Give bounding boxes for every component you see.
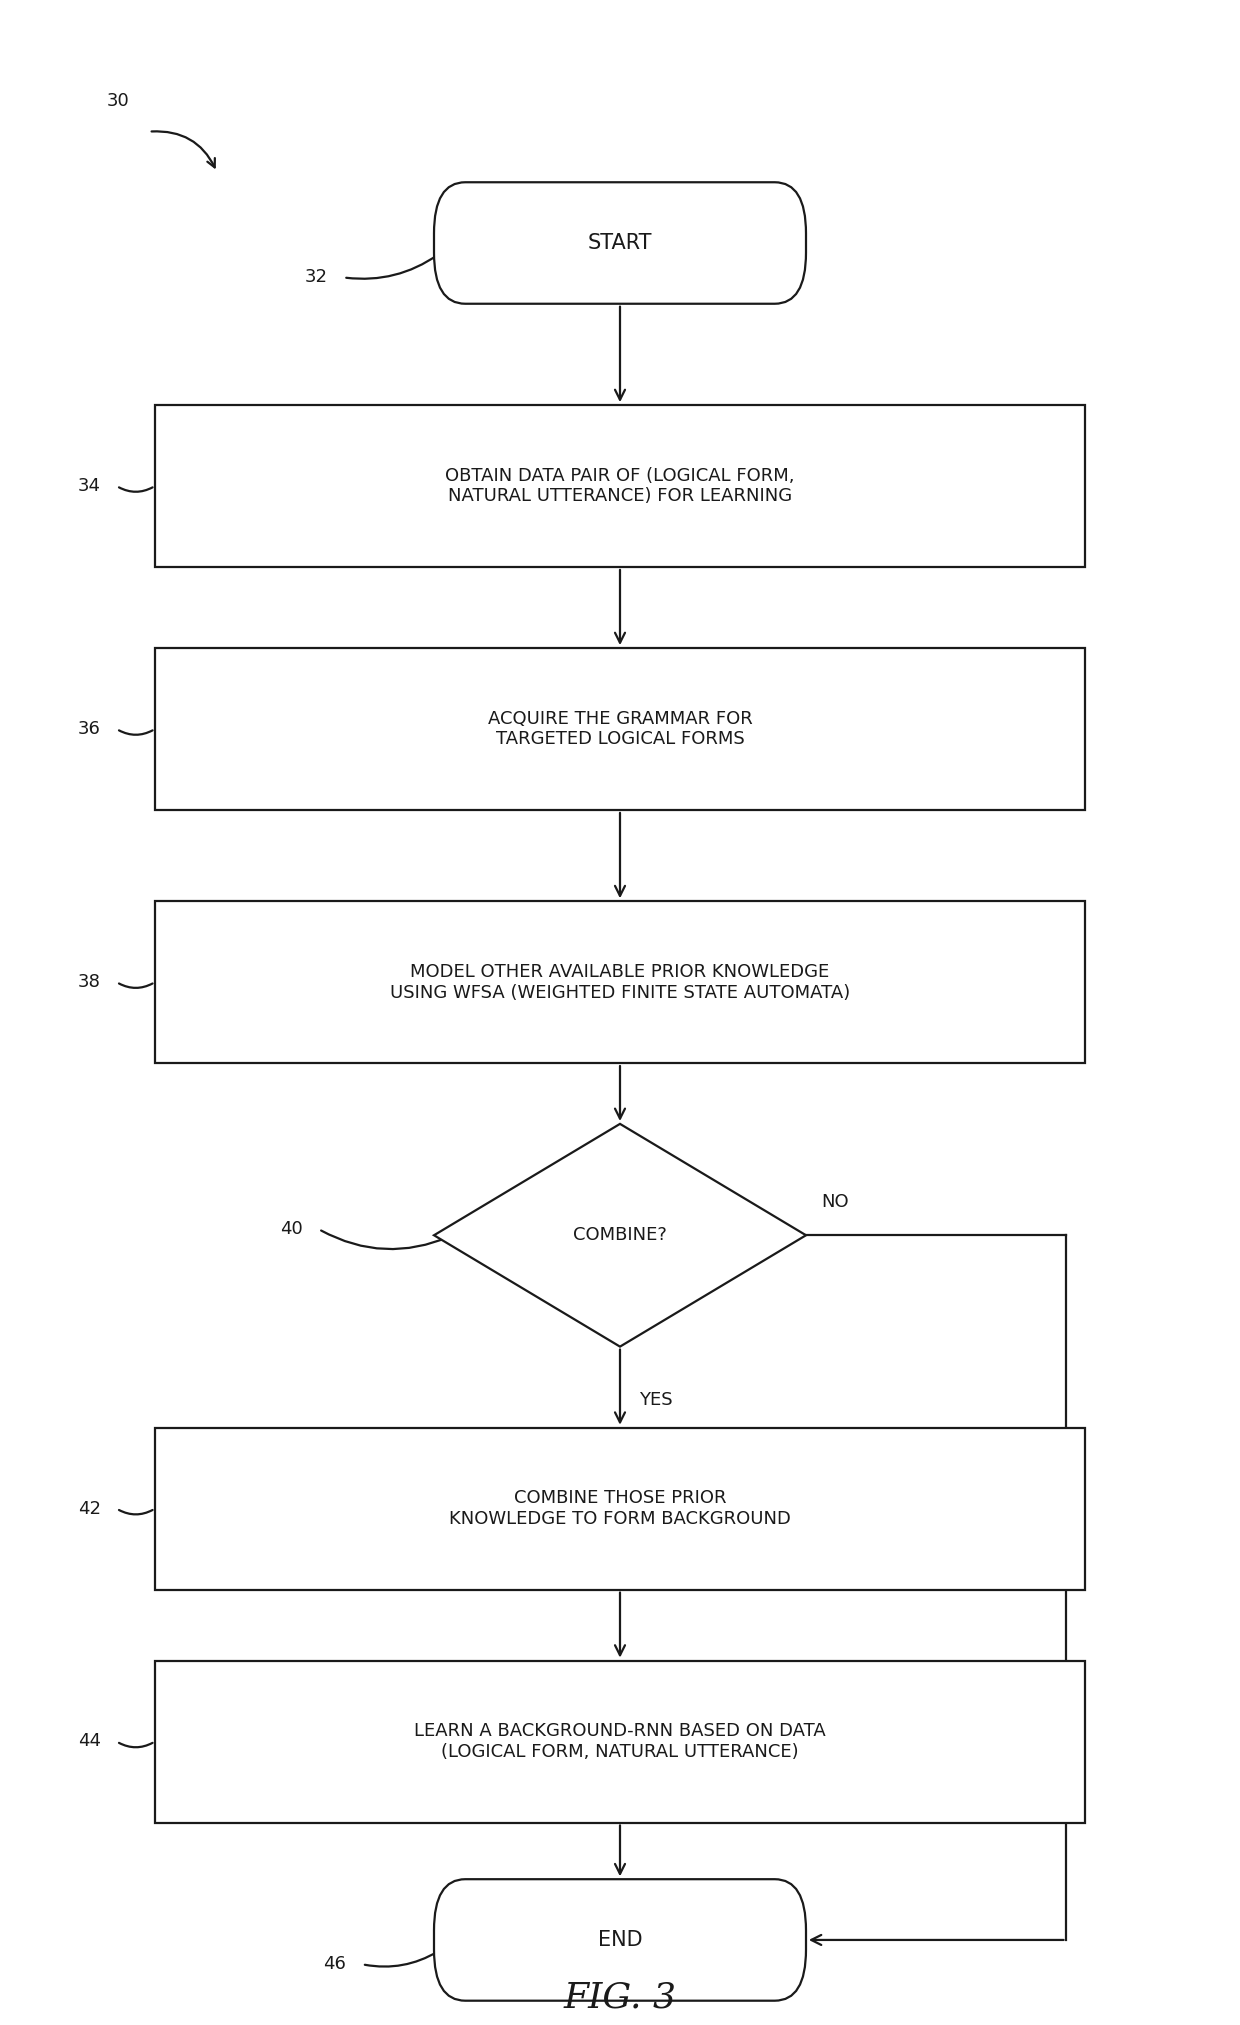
Text: 32: 32	[305, 269, 327, 286]
Text: 42: 42	[78, 1501, 100, 1517]
Text: ACQUIRE THE GRAMMAR FOR
TARGETED LOGICAL FORMS: ACQUIRE THE GRAMMAR FOR TARGETED LOGICAL…	[487, 709, 753, 749]
Bar	[155, 648, 1085, 810]
Text: 34: 34	[78, 478, 100, 494]
Polygon shape	[434, 1124, 806, 1347]
Text: COMBINE?: COMBINE?	[573, 1227, 667, 1243]
FancyBboxPatch shape	[434, 1879, 806, 2001]
Text: OBTAIN DATA PAIR OF (LOGICAL FORM,
NATURAL UTTERANCE) FOR LEARNING: OBTAIN DATA PAIR OF (LOGICAL FORM, NATUR…	[445, 466, 795, 506]
Bar	[155, 1428, 1085, 1590]
FancyBboxPatch shape	[434, 182, 806, 304]
Text: LEARN A BACKGROUND-RNN BASED ON DATA
(LOGICAL FORM, NATURAL UTTERANCE): LEARN A BACKGROUND-RNN BASED ON DATA (LO…	[414, 1721, 826, 1762]
Text: 38: 38	[78, 974, 100, 990]
Text: 36: 36	[78, 721, 100, 737]
Text: 30: 30	[107, 93, 129, 109]
Text: 46: 46	[324, 1956, 346, 1972]
Text: END: END	[598, 1930, 642, 1950]
Text: 44: 44	[78, 1733, 100, 1750]
Bar	[155, 901, 1085, 1063]
Text: 40: 40	[280, 1221, 303, 1237]
Text: FIG. 3: FIG. 3	[563, 1980, 677, 2015]
Text: START: START	[588, 233, 652, 253]
Bar	[155, 1660, 1085, 1823]
Text: MODEL OTHER AVAILABLE PRIOR KNOWLEDGE
USING WFSA (WEIGHTED FINITE STATE AUTOMATA: MODEL OTHER AVAILABLE PRIOR KNOWLEDGE US…	[389, 962, 851, 1002]
Text: NO: NO	[821, 1193, 848, 1211]
Text: COMBINE THOSE PRIOR
KNOWLEDGE TO FORM BACKGROUND: COMBINE THOSE PRIOR KNOWLEDGE TO FORM BA…	[449, 1488, 791, 1529]
Bar	[155, 405, 1085, 567]
Text: YES: YES	[639, 1391, 672, 1409]
